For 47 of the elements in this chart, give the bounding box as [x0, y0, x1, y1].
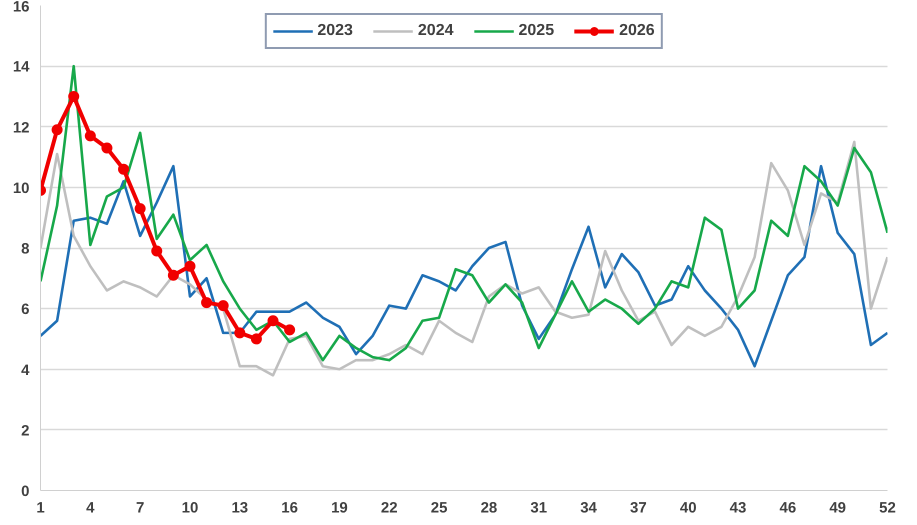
x-tick-label: 28 — [480, 500, 498, 516]
x-tick-label: 13 — [231, 500, 248, 516]
x-tick-label: 31 — [530, 500, 548, 516]
x-tick-label: 4 — [86, 500, 96, 516]
point — [134, 203, 146, 214]
x-tick-label: 10 — [182, 500, 198, 516]
point — [118, 164, 130, 175]
y-tick-label: 10 — [12, 180, 30, 197]
y-tick-label: 4 — [21, 362, 30, 379]
y-tick-label: 14 — [12, 58, 30, 76]
point — [218, 300, 229, 312]
x-tick-label: 34 — [580, 500, 598, 516]
legend-label: 2025 — [518, 22, 554, 40]
x-tick-label: 25 — [430, 500, 448, 516]
point — [151, 246, 162, 257]
y-tick-label: 12 — [12, 119, 30, 136]
point — [250, 333, 262, 344]
y-tick-label: 16 — [12, 0, 30, 16]
x-tick-label: 16 — [281, 500, 298, 516]
y-tick-label: 0 — [21, 483, 30, 500]
point — [234, 327, 246, 338]
x-tick-label: 7 — [136, 500, 144, 516]
point — [201, 297, 212, 308]
x-tick-label: 19 — [331, 500, 348, 516]
x-tick-label: 1 — [36, 500, 45, 516]
legend-label: 2023 — [317, 22, 353, 40]
x-tick-label: 46 — [780, 500, 796, 516]
point — [84, 130, 96, 142]
x-tick-label: 37 — [630, 500, 647, 516]
point — [284, 324, 296, 336]
point — [184, 260, 196, 272]
y-tick-label: 8 — [21, 240, 30, 258]
x-tick-label: 40 — [680, 500, 697, 516]
point — [268, 315, 279, 326]
point — [168, 270, 179, 281]
point — [101, 142, 112, 154]
legend-label: 2024 — [418, 22, 454, 40]
point — [52, 124, 63, 136]
x-tick-label: 43 — [730, 500, 746, 516]
x-tick-label: 49 — [829, 500, 846, 516]
point — [68, 90, 80, 102]
y-tick-label: 6 — [21, 301, 30, 318]
x-tick-label: 22 — [380, 500, 398, 516]
y-tick-label: 2 — [21, 422, 30, 440]
x-tick-label: 52 — [879, 500, 896, 516]
line-series — [40, 64, 888, 362]
legend-label: 2026 — [619, 22, 655, 40]
